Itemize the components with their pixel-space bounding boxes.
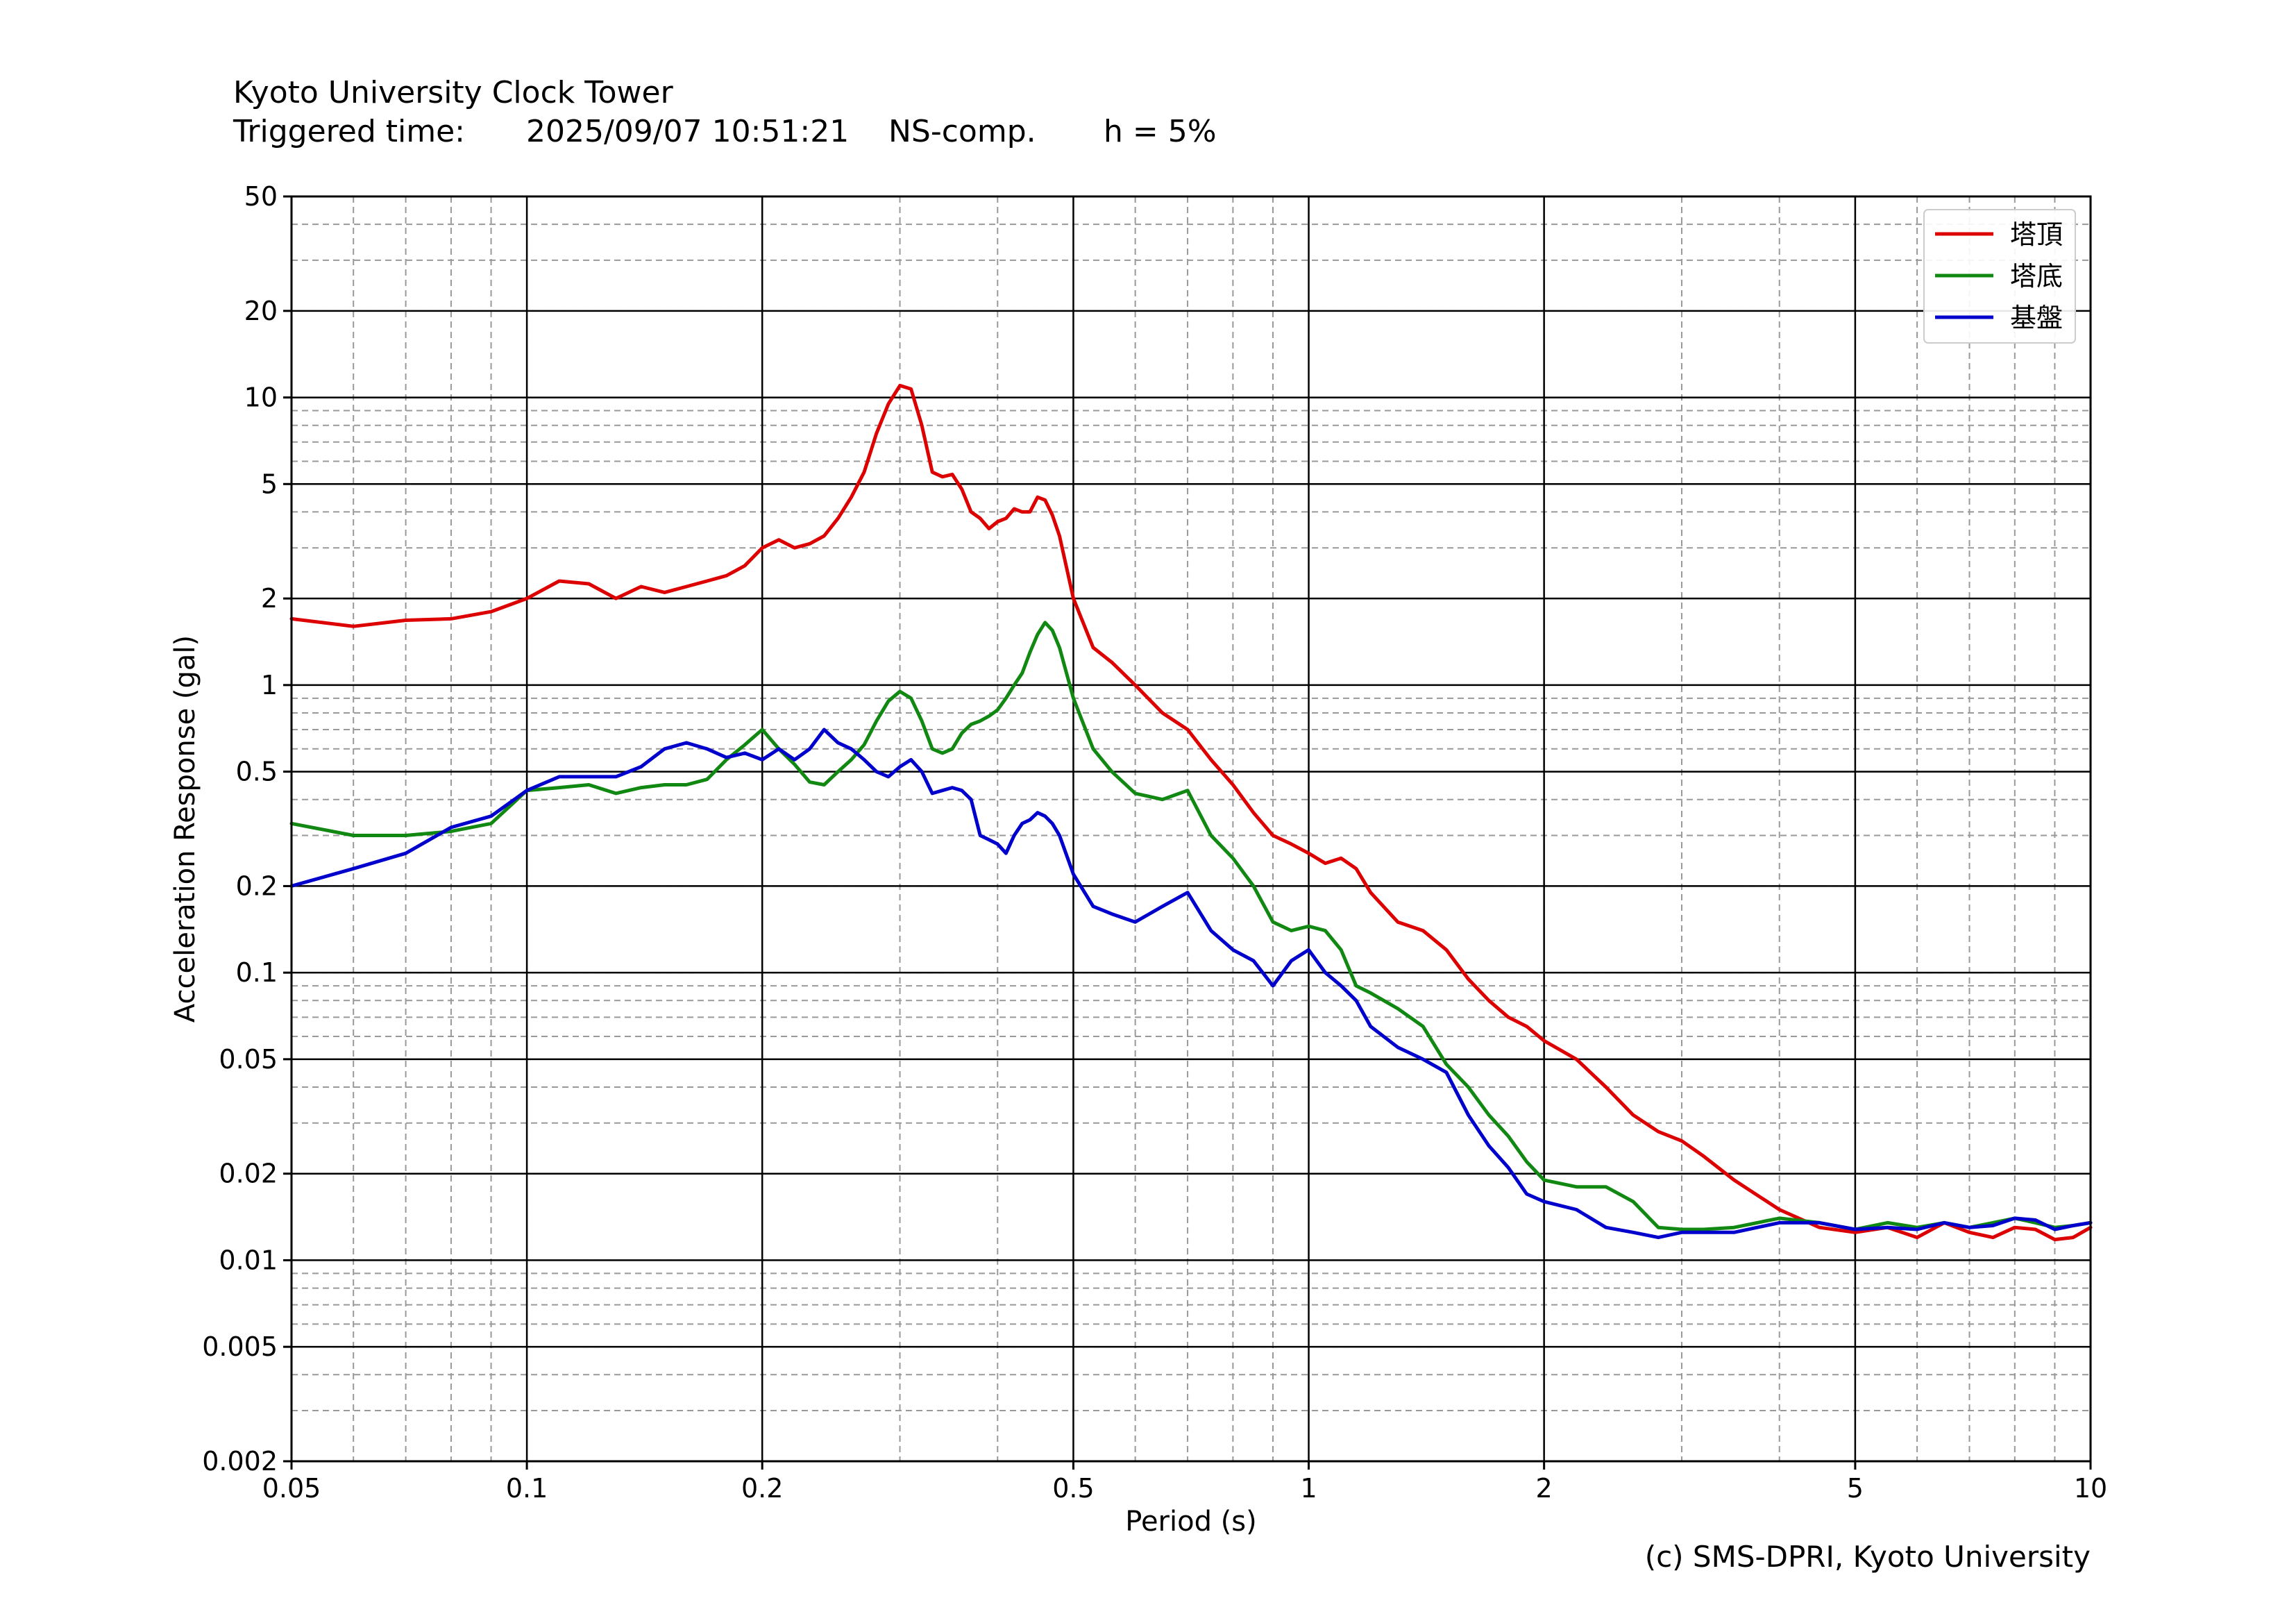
- triggered-time-value: 2025/09/07 10:51:21: [526, 114, 850, 149]
- plot-frame: [290, 195, 2092, 1463]
- y-tick-label: 0.002: [202, 1446, 278, 1477]
- triggered-time-label: Triggered time:: [233, 114, 465, 149]
- x-axis-ticks: 0.05 0.1 0.2 0.5 1 2 5 10: [262, 1461, 2107, 1504]
- y-axis-label: Acceleration Response (gal): [169, 635, 201, 1023]
- legend-box: [1923, 209, 2076, 344]
- x-tick-label: 5: [1847, 1473, 1864, 1504]
- series-line-1: [289, 383, 2093, 1242]
- series-line-3: [289, 728, 2093, 1240]
- legend-label-3: 基盤: [2010, 303, 2063, 333]
- series-line-2: [289, 621, 2093, 1231]
- series-lines: [289, 383, 2093, 1242]
- x-tick-label: 0.5: [1052, 1473, 1094, 1504]
- y-tick-label: 10: [244, 382, 278, 413]
- x-tick-label: 1: [1300, 1473, 1317, 1504]
- major-gridlines: [290, 195, 2092, 1463]
- y-axis-ticks: 0.002 0.005 0.01 0.02 0.05 0.1 0.2 0.5 1 2 5 10 20 50: [202, 181, 292, 1477]
- y-tick-label: 2: [261, 583, 278, 614]
- legend-label-1: 塔頂: [2010, 219, 2063, 250]
- component-label: NS-comp.: [888, 114, 1036, 149]
- y-tick-label: 20: [244, 296, 278, 326]
- x-tick-label: 0.2: [741, 1473, 783, 1504]
- y-tick-label: 0.005: [202, 1331, 278, 1362]
- y-tick-label: 50: [244, 181, 278, 212]
- y-tick-label: 5: [261, 469, 278, 499]
- y-tick-label: 0.01: [219, 1245, 278, 1275]
- y-tick-label: 0.05: [219, 1044, 278, 1075]
- damping-label: h = 5%: [1104, 114, 1217, 149]
- x-tick-label: 0.1: [506, 1473, 548, 1504]
- y-tick-label: 0.2: [236, 871, 278, 901]
- x-axis-label: Period (s): [1125, 1506, 1257, 1538]
- y-tick-label: 0.1: [236, 957, 278, 988]
- x-tick-label: 2: [1536, 1473, 1553, 1504]
- chart-title: Kyoto University Clock Tower: [233, 75, 673, 110]
- x-tick-label: 10: [2074, 1473, 2107, 1504]
- y-tick-label: 0.02: [219, 1159, 278, 1189]
- y-tick-label: 1: [261, 670, 278, 700]
- credit-text: (c) SMS-DPRI, Kyoto University: [1644, 1540, 2091, 1574]
- y-tick-label: 0.5: [236, 757, 278, 787]
- minor-gridlines: [292, 196, 2091, 1461]
- x-tick-label: 0.05: [262, 1473, 321, 1504]
- legend-label-2: 塔底: [2010, 261, 2063, 292]
